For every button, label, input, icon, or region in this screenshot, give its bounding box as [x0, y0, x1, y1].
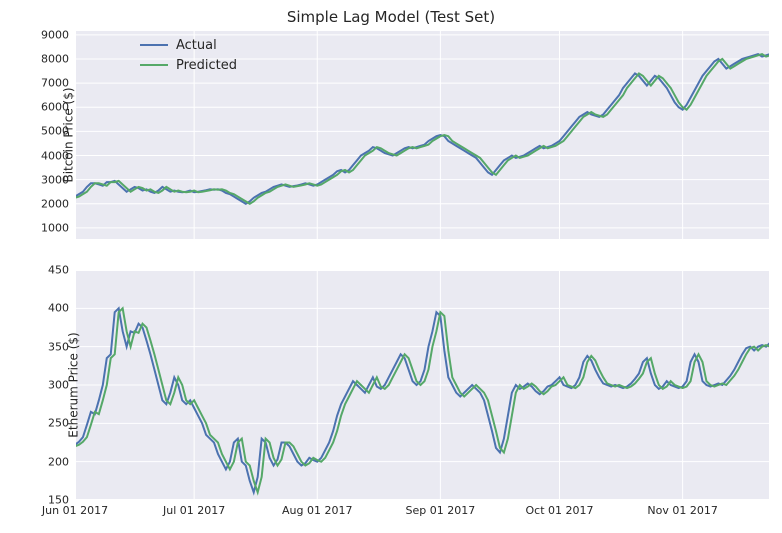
y-tick-label: 450 [48, 264, 75, 277]
plot-area [75, 270, 770, 500]
y-tick-label: 1000 [41, 221, 75, 234]
x-tick-label: Oct 01 2017 [525, 500, 593, 517]
legend-item: Actual [140, 35, 237, 55]
subplot: 150200250300350400450Etherum Price ($)Ju… [75, 270, 770, 500]
legend-label: Actual [176, 38, 217, 53]
legend-label: Predicted [176, 58, 237, 73]
y-tick-label: 8000 [41, 52, 75, 65]
legend-line-swatch [140, 44, 168, 46]
x-tick-label: Sep 01 2017 [406, 500, 476, 517]
x-tick-label: Jun 01 2017 [42, 500, 108, 517]
x-tick-label: Aug 01 2017 [282, 500, 352, 517]
figure: Simple Lag Model (Test Set) 100020003000… [0, 0, 782, 533]
legend: Actual Predicted [140, 35, 237, 75]
chart-title: Simple Lag Model (Test Set) [0, 8, 782, 26]
y-tick-label: 400 [48, 302, 75, 315]
x-tick-label: Jul 01 2017 [163, 500, 225, 517]
y-tick-label: 200 [48, 455, 75, 468]
legend-line-swatch [140, 64, 168, 66]
x-tick-label: Nov 01 2017 [647, 500, 717, 517]
y-axis-label: Bitcoin Price ($) [62, 87, 76, 182]
legend-item: Predicted [140, 55, 237, 75]
y-tick-label: 2000 [41, 197, 75, 210]
y-tick-label: 9000 [41, 28, 75, 41]
y-axis-label: Etherum Price ($) [67, 332, 81, 437]
